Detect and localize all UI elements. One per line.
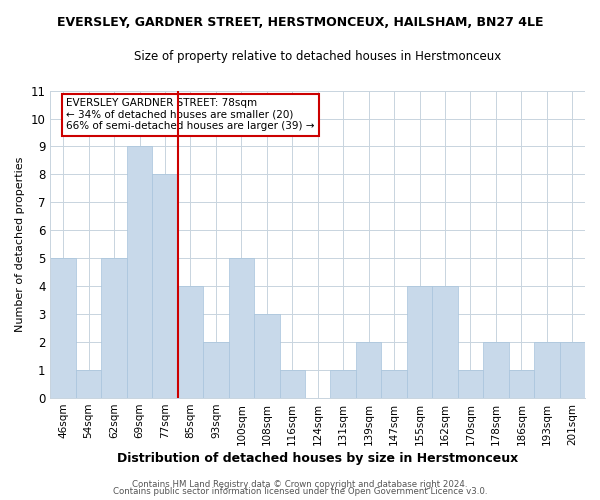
Bar — [101, 258, 127, 398]
Text: EVERSLEY, GARDNER STREET, HERSTMONCEUX, HAILSHAM, BN27 4LE: EVERSLEY, GARDNER STREET, HERSTMONCEUX, … — [57, 16, 543, 30]
Bar — [254, 314, 280, 398]
Bar — [203, 342, 229, 398]
Bar — [331, 370, 356, 398]
Bar — [76, 370, 101, 398]
Bar — [178, 286, 203, 398]
Text: EVERSLEY GARDNER STREET: 78sqm
← 34% of detached houses are smaller (20)
66% of : EVERSLEY GARDNER STREET: 78sqm ← 34% of … — [67, 98, 315, 132]
Bar — [356, 342, 382, 398]
Bar — [534, 342, 560, 398]
Title: Size of property relative to detached houses in Herstmonceux: Size of property relative to detached ho… — [134, 50, 502, 63]
Bar — [407, 286, 432, 398]
Bar — [432, 286, 458, 398]
Bar — [152, 174, 178, 398]
Bar — [229, 258, 254, 398]
Bar — [50, 258, 76, 398]
Text: Contains HM Land Registry data © Crown copyright and database right 2024.: Contains HM Land Registry data © Crown c… — [132, 480, 468, 489]
X-axis label: Distribution of detached houses by size in Herstmonceux: Distribution of detached houses by size … — [117, 452, 518, 465]
Text: Contains public sector information licensed under the Open Government Licence v3: Contains public sector information licen… — [113, 487, 487, 496]
Bar — [560, 342, 585, 398]
Bar — [280, 370, 305, 398]
Bar — [483, 342, 509, 398]
Bar — [382, 370, 407, 398]
Bar — [458, 370, 483, 398]
Bar — [127, 146, 152, 398]
Bar — [509, 370, 534, 398]
Y-axis label: Number of detached properties: Number of detached properties — [15, 156, 25, 332]
